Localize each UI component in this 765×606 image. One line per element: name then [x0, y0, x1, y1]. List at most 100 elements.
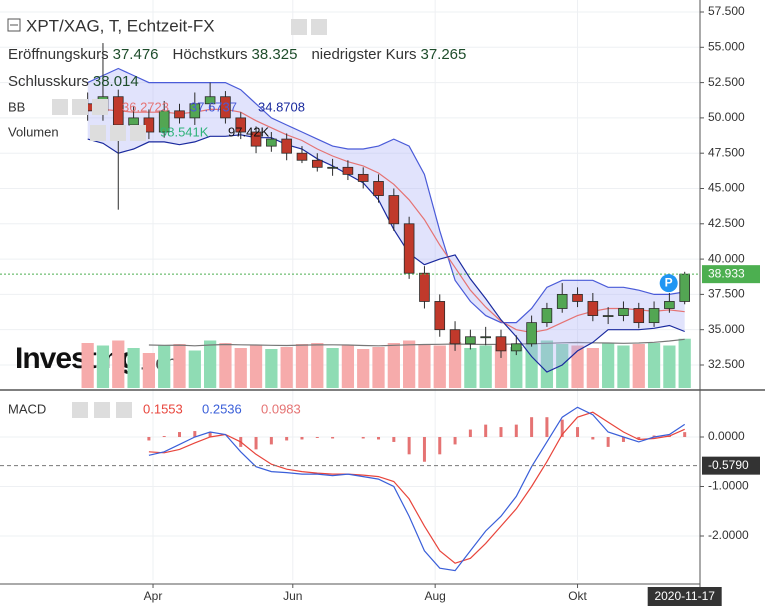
- y-tick-label: 55.000: [708, 39, 745, 53]
- volume-bar: [647, 343, 661, 388]
- macd-hist-bar: [637, 436, 641, 440]
- candle-body: [556, 293, 568, 309]
- volume-bar: [142, 353, 156, 388]
- volume-legend-value: 97.42K: [228, 124, 270, 139]
- x-tick-label: Okt: [568, 589, 587, 603]
- volume-bar: [295, 344, 309, 388]
- ohlc-value: 37.476: [113, 46, 159, 63]
- candle-body: [526, 322, 537, 345]
- settings-icon[interactable]: [311, 19, 327, 35]
- candle-body: [158, 110, 170, 133]
- candle-body: [266, 138, 277, 147]
- volume-bar: [617, 345, 630, 388]
- bb-settings-icon[interactable]: [72, 99, 88, 115]
- candle-body: [281, 138, 292, 154]
- bb-fill: [87, 68, 685, 373]
- macd-hist-bar: [361, 436, 365, 439]
- macd-legend-value: 0.0983: [261, 401, 301, 416]
- macd-hist-bar: [514, 424, 518, 437]
- candle-body: [618, 308, 629, 316]
- bb-eye-icon[interactable]: [52, 99, 68, 115]
- candle-body: [587, 301, 599, 316]
- plot: Investing.com: [0, 43, 700, 572]
- eye-icon[interactable]: [291, 19, 307, 35]
- y-tick-label: 42.500: [708, 216, 745, 230]
- macd-hist-bar: [178, 432, 182, 437]
- macd-line: [148, 406, 686, 572]
- bb-legend-name: BB: [8, 99, 25, 114]
- candle-body: [174, 110, 185, 119]
- candle-body: [434, 301, 446, 331]
- bb-upper-line: [87, 67, 685, 324]
- volume-bar: [127, 348, 140, 388]
- macd-hist-bar: [652, 435, 656, 437]
- macd-marker-box: [702, 456, 760, 475]
- macd-hist-bar: [422, 436, 426, 462]
- volume-bar: [556, 344, 569, 388]
- candle-body: [311, 159, 323, 168]
- volume-bar: [448, 342, 462, 388]
- ohlc-label: niedrigster Kurs: [311, 46, 416, 63]
- chart-title: XPT/XAG, T, Echtzeit-FX: [26, 16, 215, 35]
- macd-hist-bar: [606, 436, 610, 447]
- volume-legend-name: Volumen: [8, 124, 59, 139]
- bb-legend-value: 34.8708: [258, 99, 305, 114]
- volume-bar: [112, 340, 125, 388]
- volume-bar: [418, 344, 431, 388]
- volume-legend-value: 98.541K: [160, 124, 209, 139]
- macd-hist-bar: [499, 427, 503, 437]
- candle-body: [633, 308, 645, 324]
- bb-legend-value: 37.6737: [190, 99, 237, 114]
- volume-bar: [204, 340, 217, 388]
- macd-hist-bar: [621, 436, 625, 442]
- ohlc-value: 38.014: [93, 73, 139, 90]
- macd-eye-icon[interactable]: [72, 402, 88, 418]
- volume-bar: [81, 343, 94, 388]
- x-tick-label: Jun: [283, 589, 302, 603]
- macd-hist-bar: [285, 436, 289, 441]
- vol-eye-icon[interactable]: [90, 125, 106, 141]
- collapse-icon[interactable]: [7, 18, 21, 32]
- volume-bar: [158, 345, 171, 388]
- candle-body: [373, 181, 384, 196]
- macd-close-icon[interactable]: [116, 402, 132, 418]
- vol-close-icon[interactable]: [130, 125, 146, 141]
- macd-hist-bar: [453, 436, 457, 445]
- candle-body: [189, 103, 201, 119]
- macd-legend-value: 0.1553: [143, 401, 183, 416]
- macd-hist-bar: [560, 419, 564, 437]
- volume-bar: [525, 343, 538, 388]
- volume-bar: [188, 350, 201, 388]
- volume-bar: [586, 348, 599, 388]
- volume-bar: [341, 345, 355, 388]
- candle-body: [541, 308, 553, 324]
- bb-legend-value: 36.2723: [122, 99, 169, 114]
- volume-bar: [464, 348, 477, 388]
- macd-hist-bar: [683, 432, 687, 437]
- cursor-date-label: 2020-11-17: [654, 589, 715, 603]
- y-tick-label: 37.500: [708, 287, 745, 301]
- bb-close-icon[interactable]: [92, 99, 108, 115]
- y-tick-label: 40.000: [708, 251, 745, 265]
- candle-body: [204, 96, 216, 105]
- candle-body: [143, 117, 155, 133]
- y-tick-label: 0.0000: [708, 429, 745, 443]
- y-tick-label: 45.000: [708, 181, 745, 195]
- macd-legend-name: MACD: [8, 401, 46, 416]
- macd-hist-bar: [438, 436, 442, 455]
- macd-hist-bar: [545, 417, 549, 437]
- volume-bar: [357, 349, 370, 388]
- macd-hist-bar: [208, 432, 212, 437]
- volume-bar: [678, 338, 691, 388]
- x-tick-label: Aug: [424, 589, 445, 603]
- candle-body: [679, 273, 690, 302]
- candle-body: [357, 173, 369, 182]
- macd-hist-bar: [591, 436, 595, 440]
- y-tick-label: 47.500: [708, 145, 745, 159]
- macd-settings-icon[interactable]: [94, 402, 110, 418]
- vol-settings-icon[interactable]: [110, 125, 126, 141]
- candle-body: [220, 96, 231, 119]
- y-tick-label: -1.0000: [708, 479, 749, 493]
